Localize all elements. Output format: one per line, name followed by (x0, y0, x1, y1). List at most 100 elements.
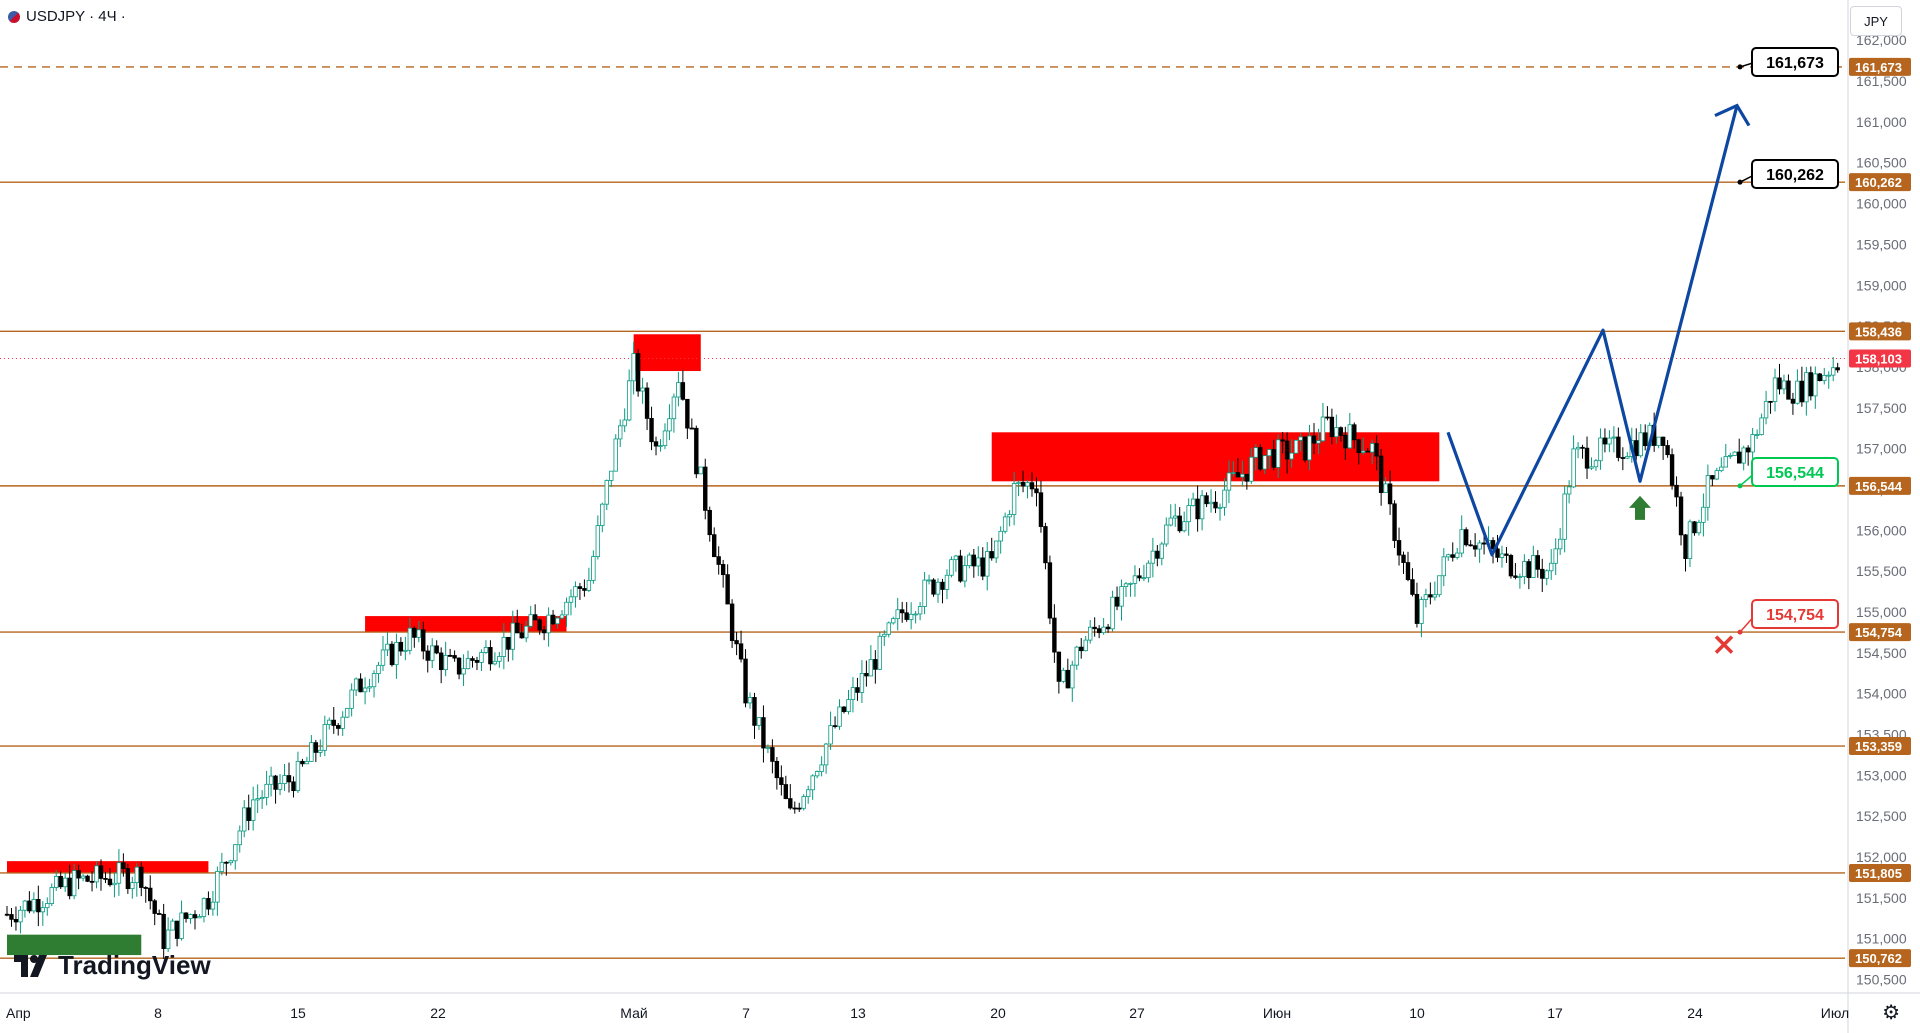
current-price-label: 158,103 (1855, 352, 1902, 367)
candle-body (1517, 576, 1523, 579)
candle-body (1365, 450, 1370, 453)
candle-body (259, 796, 265, 800)
candle-body (519, 632, 524, 639)
candle-body (371, 673, 377, 688)
candle-body (725, 574, 730, 605)
candle-body (134, 866, 140, 884)
candle-body (841, 706, 847, 712)
candle-body (1472, 545, 1478, 550)
candle-body (747, 697, 753, 704)
level-price-label: 153,359 (1855, 739, 1902, 754)
y-tick-label: 153,000 (1856, 767, 1907, 783)
candle-body (268, 775, 274, 785)
candle-body (868, 659, 874, 677)
candle-body (1696, 521, 1702, 534)
y-tick-label: 160,000 (1856, 196, 1907, 212)
candle-body (604, 480, 609, 505)
candle-body (452, 655, 457, 659)
candle-body (1114, 596, 1120, 607)
candle-body (443, 654, 448, 671)
y-tick-label: 160,500 (1856, 155, 1907, 171)
candle-body (931, 579, 936, 595)
candle-body (1526, 561, 1532, 578)
candle-body (1553, 548, 1558, 564)
candle-body (1320, 416, 1326, 442)
gear-icon[interactable]: ⚙ (1882, 1002, 1900, 1024)
candle-body (300, 760, 305, 765)
candle-body (62, 877, 68, 888)
candle-body (174, 920, 180, 939)
callout-anchor (1737, 483, 1743, 489)
currency-selector[interactable]: JPY (1850, 6, 1902, 36)
candle-body (1101, 626, 1106, 634)
candle-body (27, 900, 32, 912)
candle-body (953, 555, 959, 561)
candle-body (568, 596, 574, 603)
candle-body (801, 796, 806, 809)
candle-body (962, 565, 968, 582)
candle-body (1034, 488, 1039, 494)
candle-body (904, 612, 909, 620)
candle-body (1231, 472, 1236, 474)
candle-body (752, 697, 757, 726)
callout-box (1751, 47, 1839, 77)
candle-body (814, 771, 820, 777)
candle-body (461, 668, 466, 675)
candle-body (1280, 439, 1285, 442)
candle-body (626, 380, 632, 421)
candle-body (1562, 493, 1567, 540)
candle-body (644, 387, 650, 419)
candle-body (1513, 575, 1518, 578)
candle-body (45, 903, 50, 909)
callout-label: 160,262 (1766, 167, 1824, 184)
candle-body (362, 687, 368, 693)
candle-body (1016, 481, 1021, 484)
tradingview-logo[interactable]: TradingView (14, 950, 211, 981)
candle-body (1428, 594, 1433, 598)
candle-body (1656, 436, 1661, 446)
candle-body (367, 686, 372, 689)
candle-body (76, 870, 81, 879)
candle-body (559, 614, 565, 619)
candle-body (877, 635, 883, 670)
candle-body (403, 649, 408, 652)
candle-body (819, 764, 824, 772)
candle-body (447, 654, 453, 657)
candle-body (1275, 439, 1281, 468)
candle-body (913, 613, 918, 616)
candle-body (743, 658, 748, 704)
candle-body (631, 353, 636, 382)
candle-body (1079, 646, 1084, 652)
candle-body (121, 862, 126, 869)
candle-body (1566, 486, 1572, 495)
candle-body (492, 660, 498, 665)
candle-body (1754, 434, 1760, 436)
callout-label: 161,673 (1766, 55, 1824, 72)
candle-body (680, 382, 686, 400)
candle-body (689, 427, 695, 430)
candle-body (1705, 475, 1711, 508)
level-price-tag (1849, 476, 1911, 495)
y-tick-label: 156,000 (1856, 522, 1907, 538)
candle-body (1141, 577, 1147, 580)
candle-body (318, 749, 323, 753)
candle-body (425, 650, 430, 661)
level-price-tag (1849, 863, 1911, 882)
y-tick-label: 161,000 (1856, 114, 1907, 130)
candle-body (165, 929, 171, 950)
candle-body (1011, 483, 1017, 515)
candle-body (1759, 417, 1764, 435)
candle-body (1383, 483, 1388, 494)
candle-body (327, 719, 332, 725)
candle-body (667, 418, 672, 432)
y-tick-label: 155,500 (1856, 563, 1907, 579)
candle-body (1817, 373, 1822, 382)
candle-body (40, 907, 46, 913)
symbol-header[interactable]: USDJPY · 4Ч · (8, 8, 126, 25)
candle-body (873, 659, 878, 670)
candle-body (1132, 575, 1138, 584)
price-axis[interactable] (1848, 0, 1920, 1033)
candle-body (859, 673, 865, 693)
candle-body (1441, 556, 1446, 577)
